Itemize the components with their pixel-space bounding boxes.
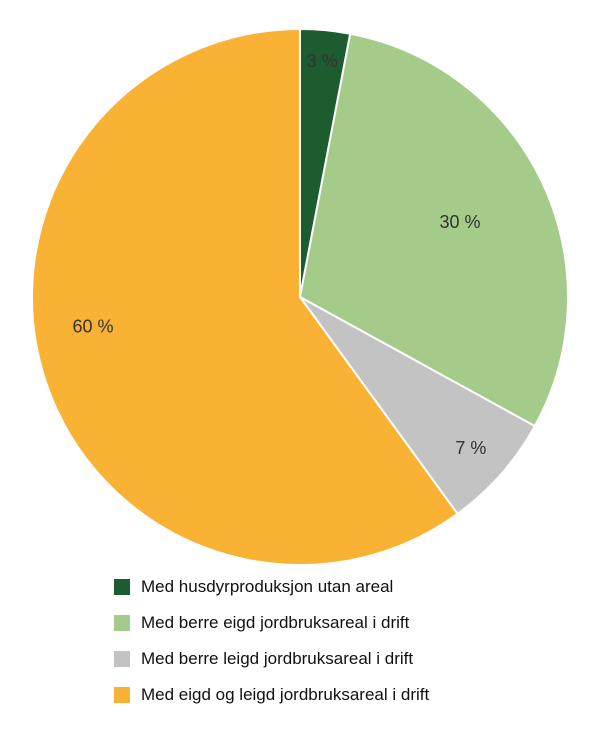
legend-swatch-orange [114,687,130,703]
legend-item-0: Med husdyrproduksjon utan areal [114,576,600,598]
pie-slice-2 [299,296,536,515]
legend-swatch-dark-green [114,579,130,595]
pie-slice-3 [31,28,459,566]
slice-value-label-3: 60 % [72,316,113,336]
chart-area: 3 % 30 % 7 % 60 % [31,28,569,566]
legend-label-0: Med husdyrproduksjon utan areal [141,577,394,596]
slice-value-label-2: 7 % [455,438,486,458]
legend: Med husdyrproduksjon utan areal Med berr… [0,566,600,706]
slice-value-label-1: 30 % [439,212,480,232]
legend-item-3: Med eigd og leigd jordbruksareal i drift [114,684,600,706]
legend-label-2: Med berre leigd jordbruksareal i drift [141,649,414,668]
legend-swatch-light-green [114,615,130,631]
legend-item-2: Med berre leigd jordbruksareal i drift [114,648,600,670]
pie-chart: 3 % 30 % 7 % 60 % [31,28,569,566]
legend-label-3: Med eigd og leigd jordbruksareal i drift [141,685,430,704]
legend-swatch-gray [114,651,130,667]
legend-label-1: Med berre eigd jordbruksareal i drift [141,613,410,632]
slice-value-label-0: 3 % [307,51,338,71]
legend-item-1: Med berre eigd jordbruksareal i drift [114,612,600,634]
pie-slice-1 [299,32,569,428]
